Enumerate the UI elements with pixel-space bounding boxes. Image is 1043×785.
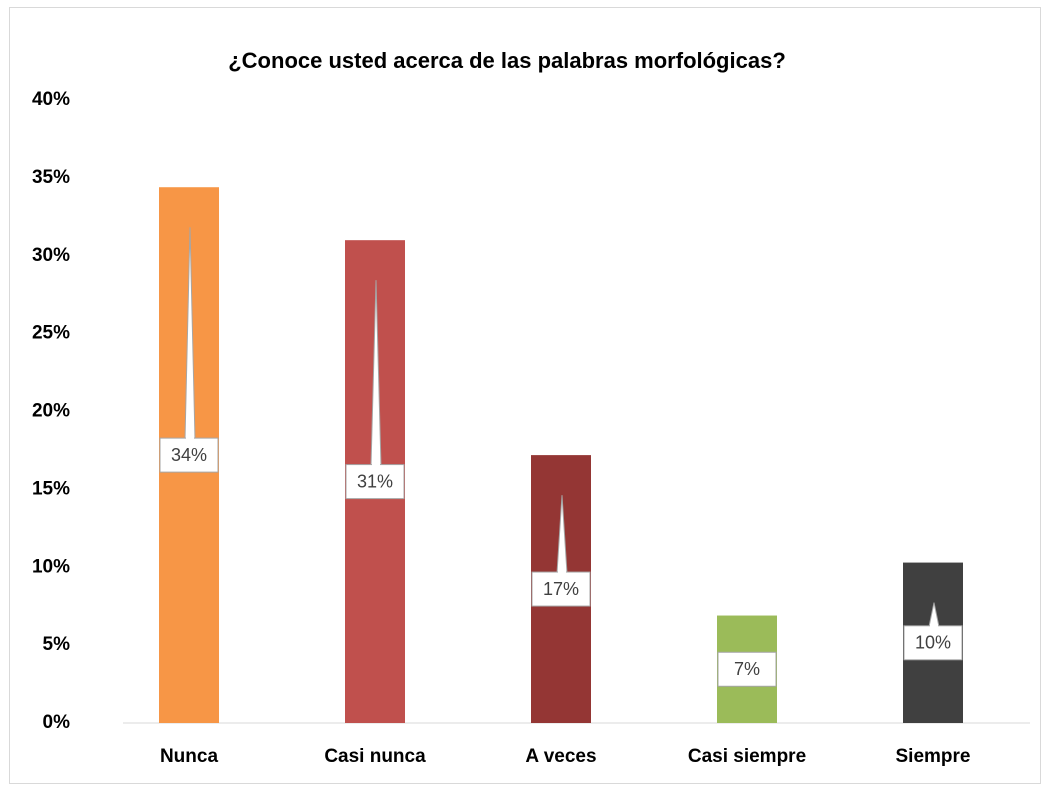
y-tick-label: 40% [32, 89, 70, 110]
data-label: 7% [734, 659, 760, 679]
y-tick-label: 20% [32, 401, 70, 422]
callout-box [717, 651, 777, 687]
y-tick-label: 5% [43, 634, 71, 655]
data-label: 17% [543, 579, 579, 599]
y-tick-label: 15% [32, 478, 70, 499]
y-tick-label: 10% [32, 556, 70, 577]
x-tick-label: Nunca [160, 746, 219, 767]
x-tick-label: Siempre [896, 746, 971, 767]
x-tick-label: Casi siempre [688, 746, 806, 767]
y-tick-label: 35% [32, 167, 70, 188]
callout-box [903, 625, 963, 661]
x-tick-label: A veces [525, 746, 596, 767]
y-tick-label: 25% [32, 323, 70, 344]
data-label: 34% [171, 445, 207, 465]
y-tick-label: 30% [32, 245, 70, 266]
x-tick-label: Casi nunca [324, 746, 426, 767]
callout-box [159, 437, 219, 473]
data-label: 31% [357, 471, 393, 491]
y-tick-label: 0% [43, 712, 71, 733]
data-label: 10% [915, 633, 951, 653]
chart-title: ¿Conoce usted acerca de las palabras mor… [228, 48, 786, 73]
